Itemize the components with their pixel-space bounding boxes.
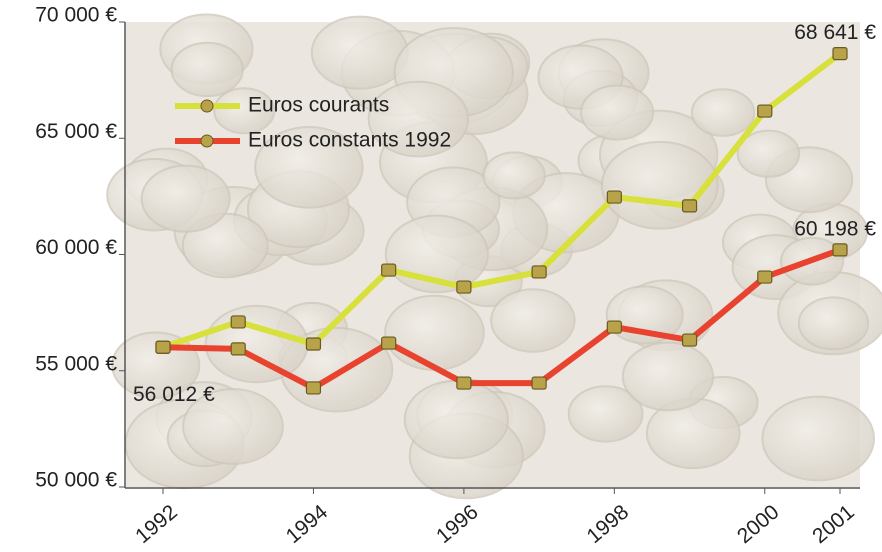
coin bbox=[602, 142, 718, 229]
point-marker bbox=[306, 382, 320, 394]
point-marker bbox=[607, 321, 621, 333]
coin bbox=[142, 166, 230, 232]
point-marker bbox=[231, 343, 245, 355]
chart: 50 000 € 55 000 € 60 000 € 65 000 € 70 000 €… bbox=[0, 0, 882, 552]
y-tick-label: 65 000 € bbox=[35, 120, 117, 143]
x-tick-label: 1998 bbox=[583, 500, 634, 548]
point-marker bbox=[758, 271, 772, 283]
x-tick-label: 1996 bbox=[432, 500, 483, 548]
coin bbox=[799, 297, 868, 349]
coin bbox=[483, 152, 544, 198]
point-marker bbox=[231, 316, 245, 328]
point-marker bbox=[382, 264, 396, 276]
point-marker bbox=[532, 377, 546, 389]
point-marker bbox=[833, 244, 847, 256]
coin bbox=[405, 381, 508, 458]
coin bbox=[491, 289, 574, 352]
coin bbox=[623, 343, 713, 411]
coin bbox=[172, 43, 243, 96]
point-marker bbox=[382, 337, 396, 349]
y-tick-label: 55 000 € bbox=[35, 352, 117, 375]
point-marker bbox=[457, 281, 471, 293]
value-label: 68 641 € bbox=[794, 21, 876, 44]
coin bbox=[581, 85, 653, 139]
coin bbox=[385, 296, 484, 370]
point-marker bbox=[156, 341, 170, 353]
legend-marker bbox=[201, 100, 213, 112]
value-label: 56 012 € bbox=[133, 383, 215, 406]
point-marker bbox=[758, 105, 772, 117]
coin bbox=[206, 306, 308, 382]
point-marker bbox=[532, 266, 546, 278]
legend-label: Euros courants bbox=[248, 94, 389, 117]
y-tick-label: 70 000 € bbox=[35, 4, 117, 27]
coin bbox=[692, 89, 754, 136]
value-label: 60 198 € bbox=[794, 217, 876, 240]
legend-label: Euros constants 1992 bbox=[248, 129, 451, 152]
y-tick-label: 60 000 € bbox=[35, 236, 117, 259]
coin bbox=[312, 17, 408, 89]
point-marker bbox=[306, 338, 320, 350]
point-marker bbox=[457, 377, 471, 389]
x-tick-label: 2001 bbox=[808, 500, 859, 548]
legend-marker bbox=[201, 135, 213, 147]
point-marker bbox=[833, 48, 847, 60]
point-marker bbox=[683, 200, 697, 212]
point-marker bbox=[607, 191, 621, 203]
point-marker bbox=[683, 334, 697, 346]
x-tick-label: 1994 bbox=[282, 500, 333, 548]
coin bbox=[762, 397, 874, 481]
x-tick-label: 1992 bbox=[131, 500, 182, 548]
x-tick-label: 2000 bbox=[733, 500, 784, 548]
y-tick-label: 50 000 € bbox=[35, 469, 117, 492]
